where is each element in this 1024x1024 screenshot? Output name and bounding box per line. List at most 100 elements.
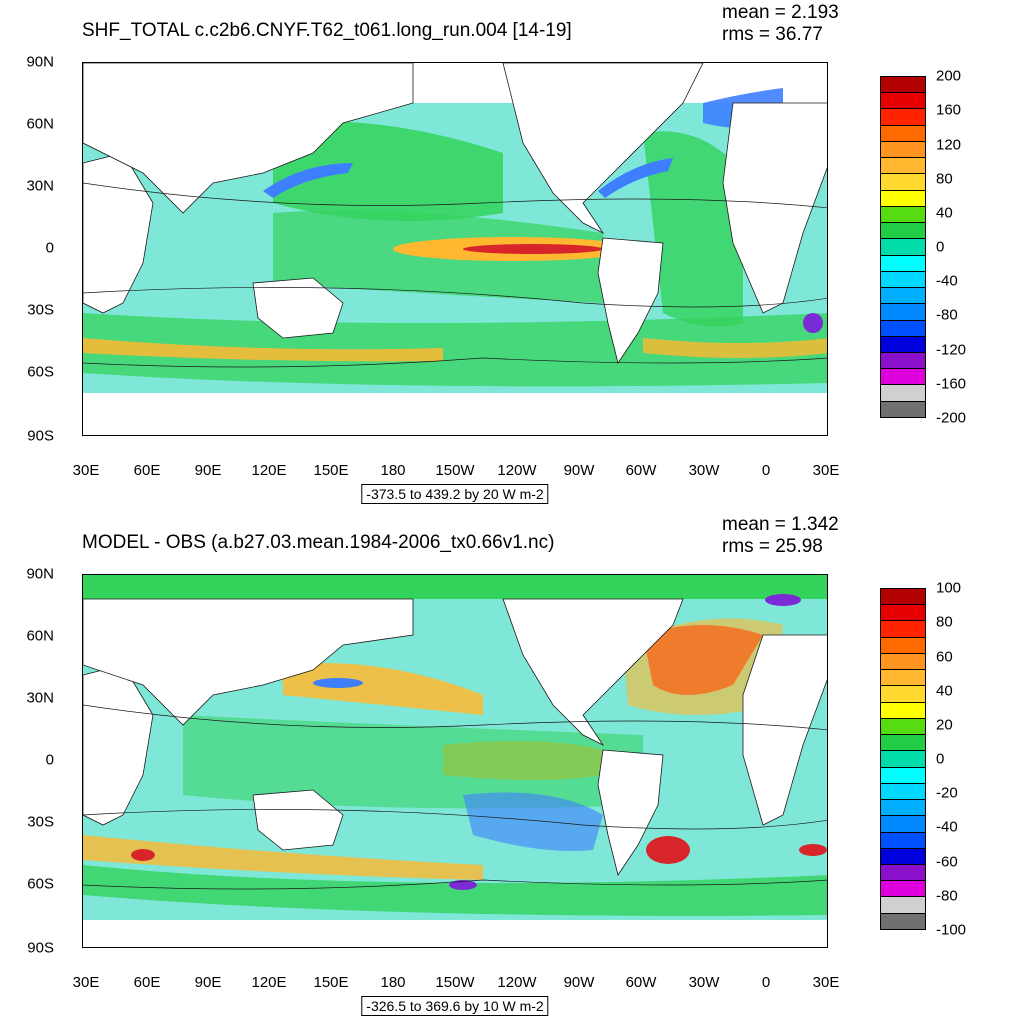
lon-label: 180 — [380, 974, 406, 991]
mean-stat: mean = 1.342 — [722, 514, 839, 535]
lon-label: 30E — [72, 974, 100, 991]
lat-label: 30N — [26, 177, 54, 195]
australia — [252, 277, 344, 339]
lat-label: 90S — [27, 939, 54, 957]
legend-swatch — [881, 320, 925, 337]
kuroshio-cold — [263, 163, 353, 198]
lat-label: 60N — [26, 627, 54, 645]
legend-label: 60 — [936, 648, 953, 666]
southern-hot — [799, 844, 827, 856]
lat-label: 0 — [45, 239, 54, 257]
legend-swatch — [881, 816, 925, 833]
lon-label: 0 — [761, 974, 771, 991]
lat-label: 30S — [27, 301, 54, 319]
lon-label: 0 — [761, 462, 771, 479]
rms-stat: rms = 36.77 — [722, 24, 823, 45]
contour-line — [83, 357, 827, 368]
legend-label: -40 — [936, 272, 958, 290]
lat-label: 30S — [27, 813, 54, 831]
legend-label: 20 — [936, 716, 953, 734]
range-label: -326.5 to 369.6 by 10 W m-2 — [361, 996, 549, 1016]
lon-label: 90W — [563, 974, 595, 991]
equatorial-hot — [463, 244, 603, 254]
lat-label: 60S — [27, 875, 54, 893]
legend-swatch — [881, 653, 925, 671]
legend-swatch — [881, 718, 925, 736]
legend-swatch — [881, 288, 925, 305]
legend-swatch — [881, 93, 925, 110]
legend-label: 200 — [936, 67, 962, 85]
contour-line — [83, 879, 827, 890]
legend-label: -60 — [936, 853, 958, 871]
lon-label: 120W — [497, 974, 537, 991]
legend-swatch — [881, 735, 925, 752]
southern-warm-band — [83, 338, 443, 362]
legend-swatch — [881, 109, 925, 126]
lon-label: 60W — [625, 462, 657, 479]
legend-swatch — [881, 913, 925, 929]
rms-stat: rms = 25.98 — [722, 536, 823, 557]
lon-label: 150W — [435, 462, 475, 479]
legend-swatch — [881, 897, 925, 914]
panel-title: SHF_TOTAL c.c2b6.CNYF.T62_t061.long_run.… — [82, 20, 572, 41]
range-label: -373.5 to 439.2 by 20 W m-2 — [361, 484, 549, 504]
legend-label: 100 — [936, 579, 962, 597]
legend-swatch — [881, 141, 925, 159]
top-panel: SHF_TOTAL c.c2b6.CNYF.T62_t061.long_run.… — [26, 2, 967, 504]
australia — [252, 789, 344, 851]
legend-label: 120 — [936, 136, 962, 154]
legend-swatch — [881, 190, 925, 207]
lat-label: 30N — [26, 689, 54, 707]
lon-label: 90E — [194, 462, 222, 479]
atlantic-green — [643, 131, 743, 327]
legend-swatch — [881, 751, 925, 768]
south-america — [597, 749, 664, 876]
lon-label: 60E — [133, 462, 161, 479]
legend-swatch — [881, 401, 925, 417]
lon-label: 60E — [133, 974, 161, 991]
legend-swatch — [881, 605, 925, 622]
antarctica — [83, 920, 827, 947]
malvinas-hot — [646, 836, 690, 864]
legend-swatch — [881, 77, 925, 94]
color-legend — [880, 76, 926, 418]
lon-label: 60W — [625, 974, 657, 991]
agulhas-cold — [803, 313, 823, 333]
legend-label: 0 — [936, 750, 945, 768]
legend-swatch — [881, 352, 925, 370]
lat-label: 0 — [45, 751, 54, 769]
lon-label: 90W — [563, 462, 595, 479]
legend-label: 0 — [936, 238, 945, 256]
agulhas-hot — [131, 849, 155, 861]
lat-label: 90N — [26, 565, 54, 583]
legend-label: -160 — [936, 375, 967, 393]
lon-label: 180 — [380, 462, 406, 479]
lon-label: 30W — [688, 974, 720, 991]
legend-swatch — [881, 637, 925, 654]
lat-label: 60N — [26, 115, 54, 133]
tropical-green — [183, 715, 643, 809]
legend-label: -40 — [936, 818, 958, 836]
lon-label: 30W — [688, 462, 720, 479]
legend-label: 80 — [936, 613, 953, 631]
legend-label: 40 — [936, 682, 953, 700]
contour-line — [83, 809, 827, 830]
legend-swatch — [881, 304, 925, 321]
legend-swatch — [881, 239, 925, 256]
legend-label: -80 — [936, 306, 958, 324]
lon-label: 120E — [251, 974, 287, 991]
legend-swatch — [881, 158, 925, 175]
legend-swatch — [881, 125, 925, 142]
contour-line — [83, 287, 827, 308]
south-america — [597, 237, 664, 364]
map-plot — [82, 574, 828, 948]
south-atlantic-warm — [643, 338, 827, 358]
legend-swatch — [881, 174, 925, 191]
legend-swatch — [881, 702, 925, 719]
legend-label: 40 — [936, 204, 953, 222]
legend-swatch — [881, 881, 925, 898]
legend-swatch — [881, 589, 925, 606]
legend-swatch — [881, 336, 925, 353]
gulf-stream-cold — [598, 158, 673, 198]
kuroshio-cold — [313, 678, 363, 688]
